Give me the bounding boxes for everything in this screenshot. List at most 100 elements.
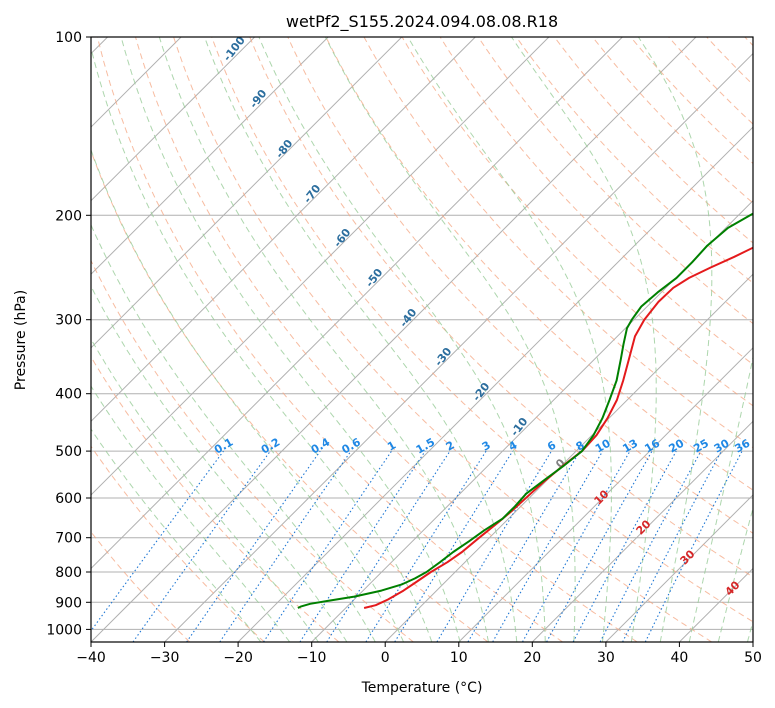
mixing-ratio-label: 0.4	[309, 435, 333, 456]
x-tick-label: −40	[76, 650, 106, 666]
isotherm-line	[91, 37, 329, 275]
dry-adiabat	[325, 37, 753, 491]
mixing-ratio-line	[436, 450, 552, 642]
x-tick-label: −10	[297, 650, 327, 666]
y-tick-label: 200	[55, 208, 82, 224]
moist-adiabat	[717, 506, 753, 642]
moist-adiabat	[120, 37, 461, 642]
dewpoint-line	[297, 212, 753, 609]
mixing-ratio-label: 1.5	[414, 436, 437, 457]
dry-adiabat-label: -70	[301, 182, 324, 206]
moist-adiabat	[91, 285, 348, 642]
y-tick-label: 400	[55, 387, 82, 403]
dry-adiabat	[515, 37, 753, 284]
dry-adiabat-label: -90	[247, 87, 270, 111]
moist-adiabat	[324, 37, 576, 642]
mixing-ratio-line	[219, 450, 352, 642]
moist-adiabat	[688, 355, 753, 642]
moist-adiabat	[91, 223, 376, 642]
dry-adiabat	[744, 37, 753, 47]
x-tick-label: 20	[523, 650, 541, 666]
dry-adiabat-label: -10	[508, 415, 531, 439]
x-tick-label: −20	[223, 650, 253, 666]
dry-adiabat-label: -30	[432, 345, 455, 369]
plot-frame	[90, 36, 754, 643]
mixing-ratio-line	[394, 450, 514, 642]
isotherm-line	[384, 273, 753, 642]
y-tick-label: 500	[55, 444, 82, 460]
moist-adiabat	[637, 37, 713, 642]
isotherm-line	[679, 567, 753, 642]
moist-adiabat	[407, 37, 612, 642]
mixing-ratio-line	[132, 450, 271, 642]
chart-title: wetPf2_S155.2024.094.08.08.R18	[286, 12, 558, 32]
isotherm-line	[458, 347, 753, 642]
dry-adiabat	[96, 37, 563, 642]
moist-adiabat-label: 10	[592, 487, 612, 507]
mixing-ratio-label: 0.6	[340, 435, 364, 456]
dry-adiabat	[135, 37, 638, 642]
mixing-ratio-line	[599, 450, 702, 642]
isotherm-line	[311, 199, 753, 642]
mixing-ratio-line	[467, 450, 581, 642]
y-tick-label: 900	[55, 595, 82, 611]
mixing-ratio-line	[644, 450, 743, 642]
dry-adiabat-label: -20	[470, 380, 493, 404]
x-tick-label: 10	[450, 650, 468, 666]
dry-adiabat-label: -60	[331, 226, 354, 250]
mixing-ratio-line	[186, 450, 321, 642]
mixing-ratio-label: 0.1	[212, 436, 235, 457]
moist-adiabat	[91, 385, 291, 642]
axis-ticks: −40 −30 −20 −10 0 10 20 30 40 50 1000 900 800 700 600 5…	[46, 30, 762, 666]
dry-adiabat	[249, 37, 753, 578]
moist-adiabat	[511, 37, 657, 642]
mixing-ratio-label: 30	[712, 436, 732, 455]
chart-series	[297, 212, 753, 609]
dry-adiabat	[91, 259, 414, 642]
isotherm-line	[91, 37, 403, 349]
dry-adiabat-label: -100	[221, 34, 248, 64]
isotherm-line	[237, 126, 753, 642]
y-tick-label: 600	[55, 491, 82, 507]
chart-grid	[91, 37, 753, 642]
dry-adiabat	[91, 355, 340, 642]
isotherm-line	[531, 420, 753, 642]
isotherm-line	[605, 494, 753, 642]
isotherm-line	[91, 37, 476, 423]
dry-adiabat	[211, 37, 753, 623]
mixing-ratio-label: 0.2	[259, 436, 282, 457]
dry-adiabat	[91, 149, 489, 642]
dry-adiabat-label: -80	[273, 137, 296, 161]
mixing-ratio-line	[91, 450, 224, 632]
moist-adiabat	[91, 428, 262, 642]
mixing-ratio-label: 13	[620, 437, 640, 456]
isotherm-line	[164, 52, 753, 642]
temperature-line	[363, 246, 753, 609]
x-tick-label: 50	[744, 650, 762, 666]
moist-adiabat	[91, 46, 433, 642]
moist-adiabat-label: 20	[634, 517, 654, 537]
mixing-ratio-line	[263, 450, 392, 642]
y-tick-label: 100	[55, 30, 82, 46]
y-tick-label: 800	[55, 565, 82, 581]
moist-adiabat	[747, 619, 753, 642]
y-tick-label: 1000	[46, 622, 82, 638]
dry-adiabat-label: -40	[397, 306, 420, 330]
mixing-ratio-line	[572, 450, 677, 642]
x-tick-label: −30	[150, 650, 180, 666]
dry-adiabat-label: -50	[363, 266, 386, 290]
y-tick-label: 300	[55, 313, 82, 329]
dry-adiabat	[91, 445, 265, 642]
dry-adiabat	[287, 37, 753, 534]
x-tick-label: 40	[670, 650, 688, 666]
mixing-ratio-line	[546, 450, 653, 642]
mixing-ratio-line	[522, 450, 631, 642]
mixing-ratio-label: 20	[667, 436, 687, 455]
moist-adiabat	[258, 37, 546, 642]
x-axis-label: Temperature (°C)	[361, 680, 483, 696]
x-tick-label: 30	[597, 650, 615, 666]
isotherm-line	[91, 37, 697, 642]
isotherm-line	[752, 641, 753, 642]
isotherm-line	[91, 37, 623, 570]
